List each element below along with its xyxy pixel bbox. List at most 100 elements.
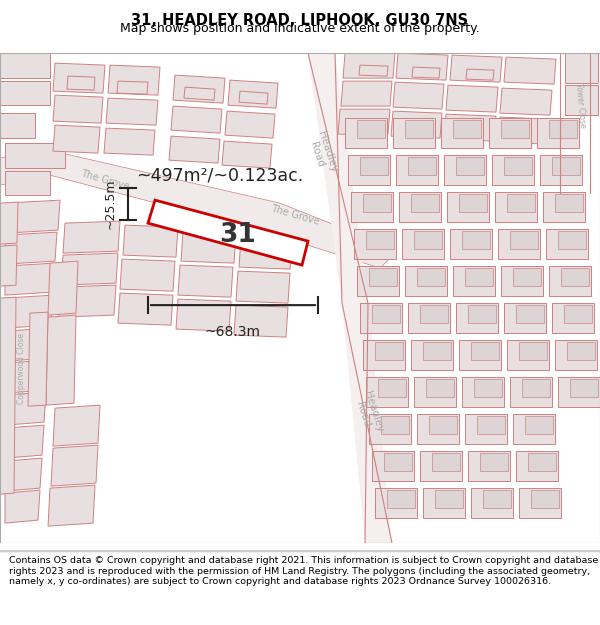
Polygon shape: [381, 416, 409, 434]
Polygon shape: [420, 451, 462, 481]
Polygon shape: [543, 192, 585, 222]
Polygon shape: [59, 285, 116, 317]
Polygon shape: [565, 53, 598, 83]
Polygon shape: [510, 231, 538, 249]
Polygon shape: [504, 157, 532, 175]
Polygon shape: [239, 237, 292, 269]
Text: ~68.3m: ~68.3m: [205, 325, 261, 339]
Polygon shape: [510, 377, 552, 407]
Polygon shape: [453, 266, 495, 296]
Text: ~25.5m: ~25.5m: [104, 179, 116, 229]
Polygon shape: [0, 245, 17, 286]
Polygon shape: [5, 232, 57, 264]
Polygon shape: [173, 75, 225, 103]
Polygon shape: [504, 57, 556, 84]
Polygon shape: [354, 229, 396, 259]
Polygon shape: [411, 194, 439, 212]
Polygon shape: [492, 155, 534, 185]
Polygon shape: [53, 405, 100, 446]
Polygon shape: [169, 136, 220, 163]
Polygon shape: [5, 171, 50, 195]
Text: ~497m²/~0.123ac.: ~497m²/~0.123ac.: [136, 166, 304, 184]
Polygon shape: [456, 157, 484, 175]
Polygon shape: [181, 231, 236, 263]
Text: The Grove: The Grove: [80, 168, 130, 192]
Polygon shape: [236, 271, 290, 303]
Polygon shape: [396, 53, 448, 80]
Polygon shape: [148, 200, 308, 265]
Polygon shape: [0, 202, 18, 244]
Polygon shape: [483, 490, 511, 508]
Polygon shape: [369, 414, 411, 444]
Polygon shape: [459, 194, 487, 212]
Polygon shape: [375, 488, 417, 518]
Polygon shape: [459, 340, 501, 370]
Polygon shape: [351, 192, 393, 222]
Polygon shape: [462, 377, 504, 407]
Polygon shape: [516, 305, 544, 323]
Polygon shape: [432, 453, 460, 471]
Polygon shape: [178, 265, 233, 297]
Polygon shape: [120, 259, 175, 291]
Polygon shape: [471, 342, 499, 360]
Polygon shape: [308, 53, 368, 303]
Polygon shape: [462, 231, 490, 249]
Polygon shape: [561, 268, 589, 286]
Polygon shape: [450, 55, 502, 82]
Polygon shape: [372, 305, 400, 323]
Polygon shape: [360, 157, 388, 175]
Polygon shape: [61, 253, 118, 285]
Polygon shape: [513, 268, 541, 286]
Polygon shape: [408, 157, 436, 175]
Polygon shape: [118, 293, 173, 325]
Polygon shape: [516, 451, 558, 481]
Polygon shape: [447, 192, 489, 222]
Polygon shape: [420, 305, 448, 323]
Polygon shape: [567, 342, 595, 360]
Polygon shape: [48, 261, 78, 315]
Polygon shape: [525, 416, 553, 434]
Polygon shape: [498, 117, 550, 144]
Polygon shape: [480, 453, 508, 471]
Polygon shape: [435, 490, 463, 508]
Polygon shape: [46, 315, 76, 405]
Polygon shape: [234, 305, 288, 337]
Polygon shape: [387, 490, 415, 508]
Polygon shape: [405, 120, 433, 138]
Polygon shape: [474, 379, 502, 397]
Text: Tower Close: Tower Close: [574, 82, 586, 128]
Text: Copperwood Close: Copperwood Close: [17, 332, 26, 404]
Polygon shape: [500, 88, 552, 115]
Text: The Grove: The Grove: [269, 203, 320, 227]
Polygon shape: [513, 414, 555, 444]
Polygon shape: [522, 379, 550, 397]
Polygon shape: [507, 194, 535, 212]
Polygon shape: [546, 229, 588, 259]
Polygon shape: [466, 69, 494, 80]
Polygon shape: [555, 340, 597, 370]
Polygon shape: [0, 113, 35, 138]
Polygon shape: [564, 305, 592, 323]
Polygon shape: [5, 458, 42, 491]
Polygon shape: [498, 229, 540, 259]
Polygon shape: [5, 328, 50, 361]
Polygon shape: [468, 451, 510, 481]
Polygon shape: [0, 148, 390, 268]
Polygon shape: [384, 453, 412, 471]
Polygon shape: [423, 488, 465, 518]
Polygon shape: [429, 416, 457, 434]
Polygon shape: [495, 192, 537, 222]
Polygon shape: [558, 231, 586, 249]
Polygon shape: [549, 120, 577, 138]
Polygon shape: [477, 416, 505, 434]
Polygon shape: [417, 414, 459, 444]
Polygon shape: [342, 303, 392, 543]
Polygon shape: [106, 98, 158, 125]
Polygon shape: [5, 392, 46, 425]
Polygon shape: [411, 340, 453, 370]
Polygon shape: [453, 120, 481, 138]
Polygon shape: [53, 125, 100, 153]
Polygon shape: [343, 53, 395, 78]
Polygon shape: [108, 65, 160, 95]
Polygon shape: [5, 200, 60, 233]
